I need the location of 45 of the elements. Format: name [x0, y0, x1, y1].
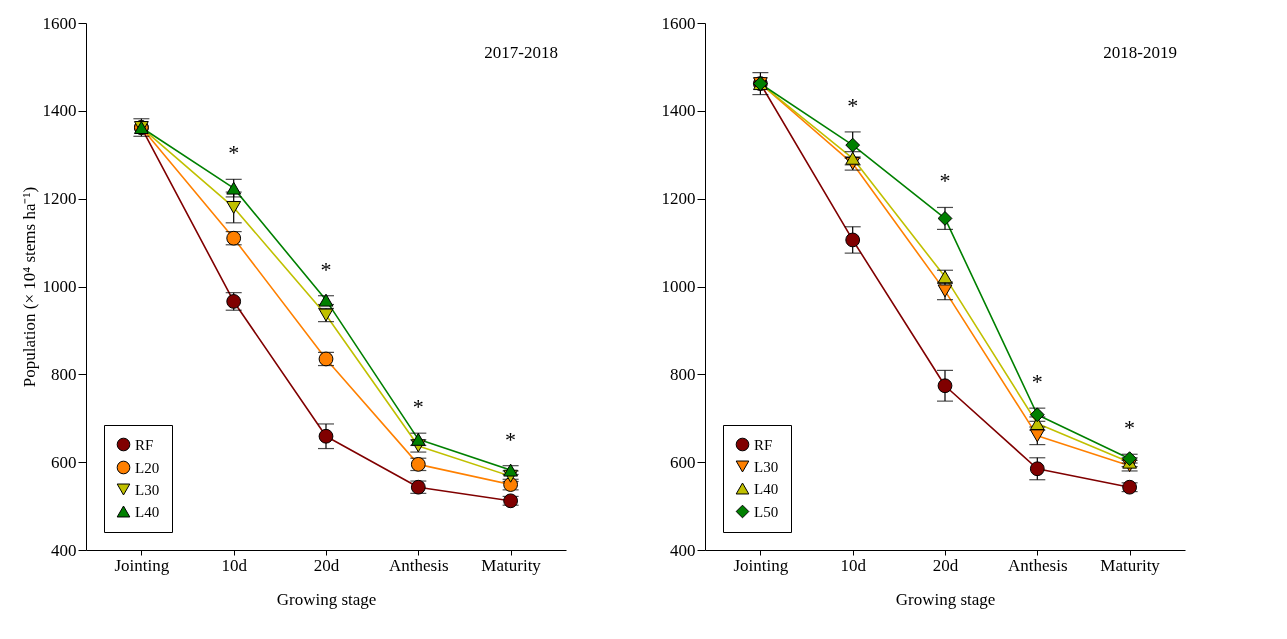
annotation: 2018-2019	[1103, 43, 1177, 62]
y-tick-label: 1600	[42, 13, 77, 33]
y-tick-label: 800	[670, 364, 696, 384]
x-axis-title: Growing stage	[895, 589, 996, 609]
x-tick-label: Jointing	[733, 555, 789, 575]
legend-label: L40	[135, 503, 160, 520]
y-tick-label: 1200	[661, 189, 696, 209]
x-tick-label: Jointing	[114, 555, 170, 575]
y-tick-label: 1000	[42, 277, 77, 296]
y-tick-label: 600	[51, 452, 77, 472]
x-axis-title: Growing stage	[276, 589, 377, 609]
y-axis-title: Population (× 10⁴ stems ha⁻¹)	[19, 186, 39, 388]
annotation: *	[1124, 415, 1136, 441]
x-tick-label: Anthesis	[389, 555, 449, 575]
y-tick-label: 400	[670, 540, 696, 560]
y-tick-label: 800	[51, 364, 77, 384]
legend-label: L30	[135, 481, 160, 498]
x-tick-label: Anthesis	[1008, 555, 1068, 575]
legend-label: RF	[754, 436, 773, 453]
x-tick-label: 10d	[840, 555, 867, 575]
legend-label: L40	[754, 480, 779, 497]
annotation: *	[1031, 369, 1043, 395]
annotation: *	[228, 140, 240, 166]
annotation: 2017-2018	[484, 43, 558, 62]
x-tick-label: 20d	[932, 555, 959, 575]
x-tick-label: Maturity	[481, 555, 542, 575]
annotation: *	[847, 92, 859, 118]
x-tick-label: 20d	[313, 555, 340, 575]
annotation: *	[939, 168, 951, 194]
annotation: *	[412, 394, 424, 420]
x-tick-label: 10d	[221, 555, 248, 575]
y-tick-label: 1200	[42, 189, 77, 209]
legend-label: RF	[135, 436, 154, 453]
y-tick-label: 1600	[661, 13, 696, 33]
y-tick-label: 400	[51, 540, 77, 560]
y-tick-label: 600	[670, 452, 696, 472]
y-tick-label: 1000	[661, 277, 696, 296]
x-tick-label: Maturity	[1100, 555, 1161, 575]
legend-label: L20	[135, 459, 160, 476]
legend-label: L30	[754, 458, 779, 475]
y-tick-label: 1400	[42, 101, 77, 121]
annotation: *	[505, 426, 517, 452]
legend-label: L50	[754, 503, 779, 520]
annotation: *	[320, 256, 332, 282]
y-tick-label: 1400	[661, 101, 696, 121]
